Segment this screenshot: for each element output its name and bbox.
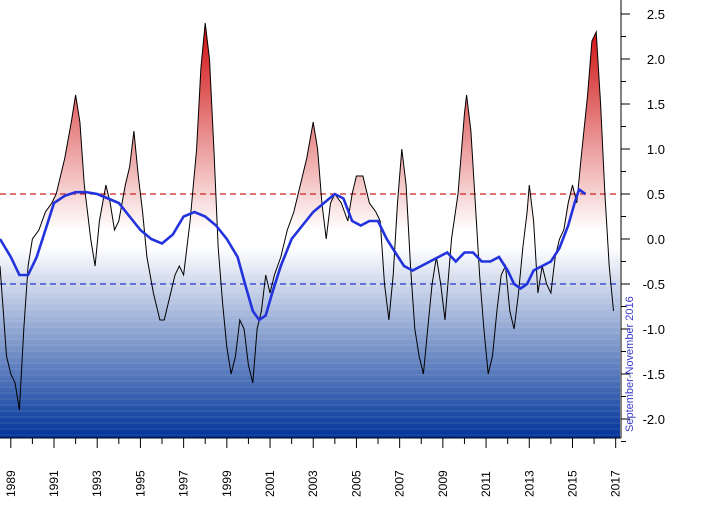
y-tick-label: 1.0 <box>647 142 665 157</box>
x-tick-label: 1997 <box>177 470 191 497</box>
y-tick-label: 1.5 <box>647 97 665 112</box>
x-tick-label: 1991 <box>47 470 61 497</box>
y-tick-label: -1.0 <box>643 322 665 337</box>
y-tick-label: -0.5 <box>643 277 665 292</box>
x-tick-label: 2001 <box>263 470 277 497</box>
x-tick-label: 2013 <box>522 470 536 497</box>
x-axis: 1989 1991 1993 1995 1997 1999 2001 2003 2005 2007… <box>0 437 623 497</box>
x-tick-label: 1989 <box>4 470 18 497</box>
raw-series-line <box>0 22 614 411</box>
x-tick-label: 2015 <box>565 470 579 497</box>
x-tick-label: 1993 <box>90 470 104 497</box>
x-tick-label: 2003 <box>306 470 320 497</box>
x-tick-label: 2009 <box>436 470 450 497</box>
x-tick-label: 1995 <box>133 470 147 497</box>
y-tick-label: -2.0 <box>643 412 665 427</box>
plot-area <box>0 23 620 438</box>
x-tick-label: 2005 <box>349 470 363 497</box>
y-tick-label: -1.5 <box>643 367 665 382</box>
y-axis: 2.5 2.0 1.5 1.0 0.5 0.0 -0.5 -1.0 -1.5 -2.0 <box>620 0 665 442</box>
period-annotation: September-November 2016 <box>624 296 636 432</box>
y-tick-label: 2.0 <box>647 52 665 67</box>
x-tick-label: 2007 <box>393 470 407 497</box>
smooth-series-line <box>0 187 587 322</box>
x-tick-label: 2017 <box>609 470 623 497</box>
y-tick-label: 0.0 <box>647 232 665 247</box>
x-tick-label: 2011 <box>479 471 493 497</box>
gradient-bands <box>0 242 620 436</box>
x-tick-label: 1999 <box>220 470 234 497</box>
y-tick-label: 0.5 <box>647 187 665 202</box>
y-tick-label: 2.5 <box>647 7 665 22</box>
